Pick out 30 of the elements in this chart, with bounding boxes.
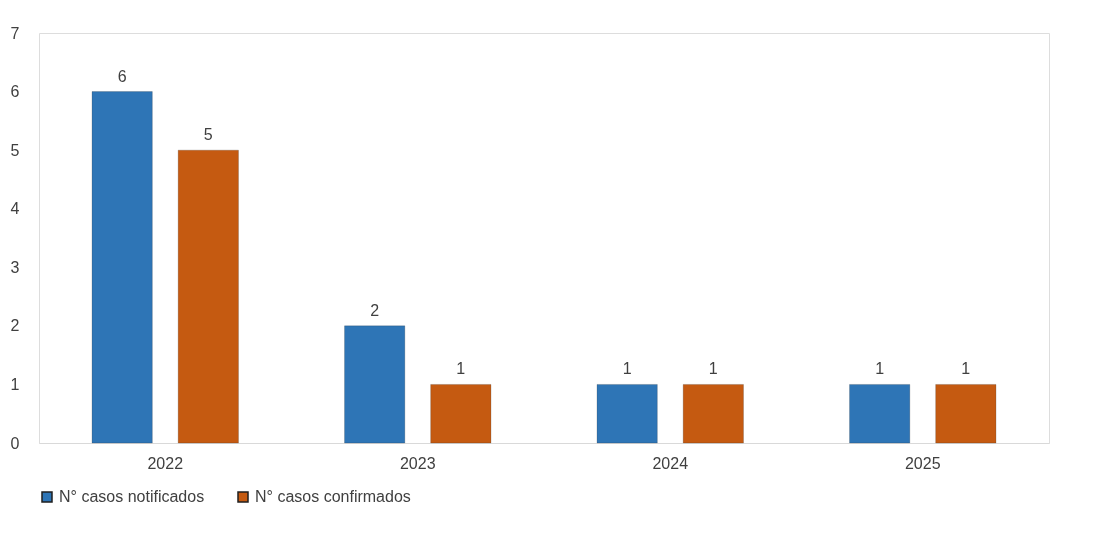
x-tick-label: 2024 — [652, 454, 689, 472]
data-label: 1 — [961, 360, 971, 378]
data-label: 5 — [203, 126, 213, 144]
bar — [849, 384, 911, 444]
x-tick-label: 2022 — [147, 454, 184, 472]
y-tick-label: 6 — [10, 83, 20, 101]
y-tick-label: 0 — [10, 434, 20, 452]
bar — [596, 384, 658, 444]
y-tick-label: 2 — [10, 317, 20, 335]
data-label: 2 — [370, 301, 380, 319]
legend-label: N° casos notificados — [59, 488, 205, 505]
y-tick-label: 5 — [10, 141, 20, 159]
bar — [682, 384, 744, 444]
y-tick-label: 7 — [10, 24, 20, 42]
data-label: 1 — [622, 360, 632, 378]
x-tick-label: 2025 — [904, 454, 941, 472]
bar — [430, 384, 492, 444]
data-label: 1 — [456, 360, 466, 378]
x-tick-label: 2023 — [399, 454, 436, 472]
bar — [91, 91, 153, 444]
y-tick-label: 3 — [10, 258, 20, 276]
data-label: 6 — [117, 67, 127, 85]
legend-label: N° casos confirmados — [255, 488, 411, 505]
bar — [935, 384, 997, 444]
data-label: 1 — [875, 360, 885, 378]
y-tick-label: 4 — [10, 200, 20, 218]
bar — [177, 149, 239, 444]
y-tick-label: 1 — [10, 375, 20, 393]
bar — [344, 325, 406, 444]
data-label: 1 — [708, 360, 718, 378]
